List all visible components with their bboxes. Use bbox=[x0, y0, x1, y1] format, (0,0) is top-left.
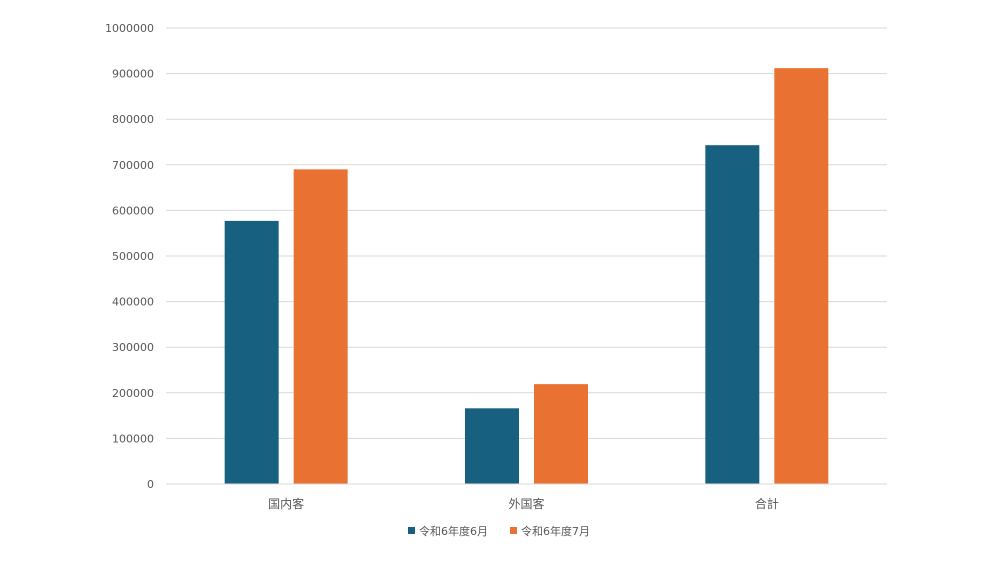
y-tick-label: 1000000 bbox=[105, 22, 154, 35]
y-tick-label: 900000 bbox=[112, 68, 154, 81]
y-tick-label: 500000 bbox=[112, 250, 154, 263]
legend-label: 令和6年度6月 bbox=[419, 524, 488, 538]
legend-swatch bbox=[510, 527, 517, 534]
legend: 令和6年度6月 令和6年度7月 bbox=[408, 524, 590, 538]
x-axis-tick-labels: 国内客 外国客 合計 bbox=[268, 496, 779, 511]
bars bbox=[224, 68, 829, 485]
legend-swatch bbox=[408, 527, 415, 534]
y-tick-label: 300000 bbox=[112, 341, 154, 354]
grid-lines bbox=[166, 27, 887, 439]
bar-june-2 bbox=[705, 145, 760, 484]
bar-june-0 bbox=[224, 220, 279, 484]
bar-july-0 bbox=[293, 169, 348, 485]
bar-july-1 bbox=[534, 384, 588, 484]
bar-july-2 bbox=[774, 68, 829, 485]
y-tick-label: 800000 bbox=[112, 113, 154, 126]
x-tick-label: 外国客 bbox=[508, 496, 544, 511]
y-tick-label: 600000 bbox=[112, 204, 154, 217]
legend-label: 令和6年度7月 bbox=[521, 524, 590, 538]
y-axis-tick-labels: 0 100000 200000 300000 400000 500000 600000 700… bbox=[105, 22, 154, 491]
x-tick-label: 合計 bbox=[755, 496, 779, 511]
y-tick-label: 200000 bbox=[112, 387, 154, 400]
y-tick-label: 700000 bbox=[112, 159, 154, 172]
bar-june-1 bbox=[465, 408, 519, 484]
y-tick-label: 400000 bbox=[112, 296, 154, 309]
x-tick-label: 国内客 bbox=[268, 496, 304, 511]
y-tick-label: 100000 bbox=[112, 432, 154, 445]
y-tick-label: 0 bbox=[147, 478, 154, 491]
